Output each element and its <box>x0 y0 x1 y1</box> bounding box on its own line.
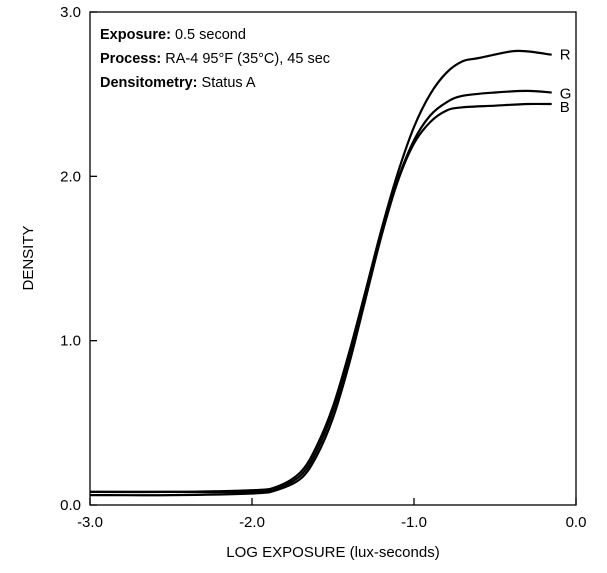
x-axis-label: LOG EXPOSURE (lux-seconds) <box>226 544 439 561</box>
annotation-key: Densitometry: <box>100 75 198 91</box>
annotation-value: Status A <box>198 75 256 91</box>
x-tick-label: -2.0 <box>239 514 265 531</box>
y-axis-label: DENSITY <box>20 225 37 290</box>
x-tick-label: -1.0 <box>401 514 427 531</box>
axis-ticks: -3.0 -2.0 -1.0 0.0 0.0 1.0 2.0 3.0 <box>60 4 586 531</box>
series-label-b: B <box>560 99 570 116</box>
series-label-g: G <box>560 86 572 103</box>
annotation-key: Process: <box>100 51 161 67</box>
annotation-value: RA-4 95°F (35°C), 45 sec <box>161 51 330 67</box>
x-tick-label: -3.0 <box>77 514 103 531</box>
x-tick-label: 0.0 <box>566 514 587 531</box>
curve-g <box>90 89 552 494</box>
annotation-line: Process: RA-4 95°F (35°C), 45 sec <box>100 51 330 67</box>
annotation-line: Densitometry: Status A <box>100 75 256 91</box>
y-tick-label: 2.0 <box>60 168 81 185</box>
curves: R GB <box>89 47 572 497</box>
curve-b <box>89 102 552 497</box>
series-label-r: R <box>560 47 571 64</box>
y-tick-label: 3.0 <box>60 4 81 21</box>
annotation-block: Exposure: 0.5 second Process: RA-4 95°F (… <box>100 27 330 91</box>
plot-frame <box>89 11 577 506</box>
annotation-key: Exposure: <box>100 27 171 43</box>
y-tick-label: 0.0 <box>60 497 81 514</box>
curve-r <box>89 49 552 494</box>
annotation-line: Exposure: 0.5 second <box>100 27 246 43</box>
annotation-value: 0.5 second <box>171 27 246 43</box>
y-tick-label: 1.0 <box>60 333 81 350</box>
